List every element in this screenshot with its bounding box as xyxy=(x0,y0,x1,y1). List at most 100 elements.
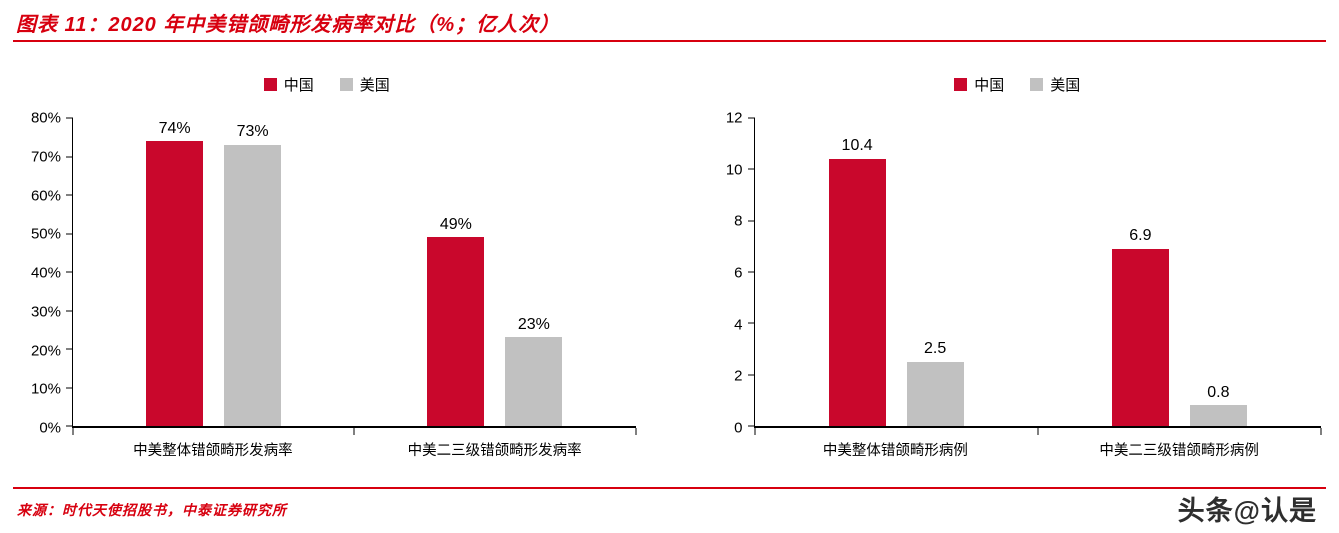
legend: 中国 美国 xyxy=(18,74,636,94)
y-tick-mark xyxy=(66,117,73,119)
bar-column-us: 2.5 xyxy=(906,118,964,426)
y-tick-label: 40% xyxy=(30,264,61,282)
legend-item-china: 中国 xyxy=(263,74,314,95)
y-tick-label: 2 xyxy=(734,367,743,385)
y-axis: 0% 10% 20% 30% 40% 50% 60% 70% 80% xyxy=(18,111,72,436)
y-tick-label: 50% xyxy=(30,225,61,243)
y-tick-mark xyxy=(66,310,73,311)
bar-value-label: 49% xyxy=(439,215,472,233)
legend: 中国 美国 xyxy=(714,74,1322,94)
x-axis-label: 中美二三级错颌畸形病例 xyxy=(1099,443,1259,459)
y-tick-mark xyxy=(66,156,73,157)
y-tick-label: 70% xyxy=(30,148,61,166)
y-tick-mark xyxy=(747,425,755,427)
us-bar xyxy=(1189,405,1247,426)
charts-row: 中国 美国 0% 10% 20% 30% 40% 50% 60% 70% 80% 74% 73% 49… xyxy=(0,60,1339,460)
y-tick-mark xyxy=(747,117,755,119)
bar-value-label: 6.9 xyxy=(1129,227,1152,245)
y-tick-mark xyxy=(66,233,73,234)
bar-value-label: 73% xyxy=(236,123,269,141)
legend-label: 美国 xyxy=(1050,76,1081,94)
bar-column-china: 49% xyxy=(427,118,485,426)
figure-title: 图表 11：2020 年中美错颌畸形发病率对比（%；亿人次） xyxy=(16,14,561,36)
x-axis-labels: 中美整体错颌畸形病例 中美二三级错颌畸形病例 xyxy=(754,439,1322,460)
x-axis-label: 中美整体错颌畸形病例 xyxy=(822,443,968,459)
bar-group: 49% 23% xyxy=(427,118,563,426)
x-tick-mark xyxy=(353,428,355,435)
us-bar xyxy=(224,144,282,426)
legend-item-us: 美国 xyxy=(1030,74,1080,95)
case-count-bar-chart: 中国 美国 0 2 4 6 8 10 12 10.4 2.5 6.9 0.8 中美整体错颌畸形病例中… xyxy=(670,60,1339,460)
y-tick-mark xyxy=(747,271,755,273)
plot-wrapper: 0 2 4 6 8 10 12 10.4 2.5 6.9 0.8 xyxy=(714,111,1322,436)
y-tick-label: 0 xyxy=(734,419,743,437)
bar-value-label: 0.8 xyxy=(1207,383,1230,401)
legend-label: 中国 xyxy=(974,76,1005,94)
incidence-rate-bar-chart: 中国 美国 0% 10% 20% 30% 40% 50% 60% 70% 80% 74% 73% 49… xyxy=(0,60,670,460)
legend-label: 中国 xyxy=(283,76,314,94)
us-bar xyxy=(906,361,964,426)
china-bar xyxy=(427,237,485,426)
bar-column-china: 6.9 xyxy=(1111,118,1169,426)
y-tick-label: 30% xyxy=(30,303,61,321)
y-tick-mark xyxy=(66,425,73,427)
bar-group: 74% 73% xyxy=(146,118,282,426)
y-tick-label: 0% xyxy=(39,419,61,437)
y-tick-label: 80% xyxy=(30,109,61,127)
bar-value-label: 74% xyxy=(158,119,191,137)
bar-value-label: 10.4 xyxy=(841,137,873,155)
x-axis-labels: 中美整体错颌畸形发病率 中美二三级错颌畸形发病率 xyxy=(72,439,636,460)
footer-divider-line xyxy=(13,487,1326,489)
y-tick-label: 10 xyxy=(725,161,743,179)
y-tick-mark xyxy=(747,374,755,376)
y-tick-label: 10% xyxy=(30,380,61,398)
x-tick-mark xyxy=(635,428,636,435)
y-tick-mark xyxy=(66,194,73,196)
us-legend-swatch xyxy=(339,77,353,91)
bar-group: 6.9 0.8 xyxy=(1111,118,1247,426)
y-tick-label: 8 xyxy=(734,212,743,230)
watermark-text: 头条@认是 xyxy=(1177,496,1317,526)
bar-column-china: 74% xyxy=(146,118,204,426)
bar-value-label: 2.5 xyxy=(924,340,947,358)
china-bar xyxy=(828,159,886,426)
x-tick-mark xyxy=(72,428,74,435)
title-divider-line xyxy=(13,40,1326,42)
bar-group: 10.4 2.5 xyxy=(828,118,964,426)
y-tick-mark xyxy=(747,322,755,324)
y-tick-label: 6 xyxy=(734,264,743,282)
china-bar xyxy=(1111,248,1169,426)
china-legend-swatch xyxy=(263,77,277,91)
x-tick-mark xyxy=(1320,428,1322,435)
plot-wrapper: 0% 10% 20% 30% 40% 50% 60% 70% 80% 74% 73% 49% 23% xyxy=(18,111,636,436)
source-note: 来源：时代天使招股书，中泰证券研究所 xyxy=(17,502,287,518)
y-tick-mark xyxy=(66,271,73,273)
y-tick-label: 20% xyxy=(30,342,61,359)
y-tick-label: 4 xyxy=(734,316,743,334)
us-legend-swatch xyxy=(1030,77,1044,91)
y-tick-mark xyxy=(66,348,73,350)
legend-item-china: 中国 xyxy=(954,74,1004,95)
y-tick-mark xyxy=(747,168,755,170)
bar-column-us: 73% xyxy=(224,118,282,426)
bar-column-us: 23% xyxy=(505,118,563,426)
x-tick-mark xyxy=(1037,428,1039,435)
china-legend-swatch xyxy=(954,77,968,91)
plot-area: 10.4 2.5 6.9 0.8 xyxy=(747,117,1322,435)
us-bar xyxy=(505,337,563,426)
legend-item-us: 美国 xyxy=(339,74,390,95)
x-axis-label: 中美整体错颌畸形发病率 xyxy=(133,443,293,459)
y-tick-mark xyxy=(66,387,73,388)
legend-label: 美国 xyxy=(359,76,390,94)
x-tick-mark xyxy=(754,428,755,435)
plot-area: 74% 73% 49% 23% xyxy=(66,117,636,435)
y-axis: 0 2 4 6 8 10 12 xyxy=(714,111,754,436)
bar-column-china: 10.4 xyxy=(828,118,886,426)
x-axis-label: 中美二三级错颌畸形发病率 xyxy=(407,443,582,459)
bar-column-us: 0.8 xyxy=(1189,118,1247,426)
china-bar xyxy=(146,141,204,426)
bar-value-label: 23% xyxy=(517,315,550,333)
y-tick-mark xyxy=(747,220,755,222)
y-tick-label: 12 xyxy=(725,109,743,127)
